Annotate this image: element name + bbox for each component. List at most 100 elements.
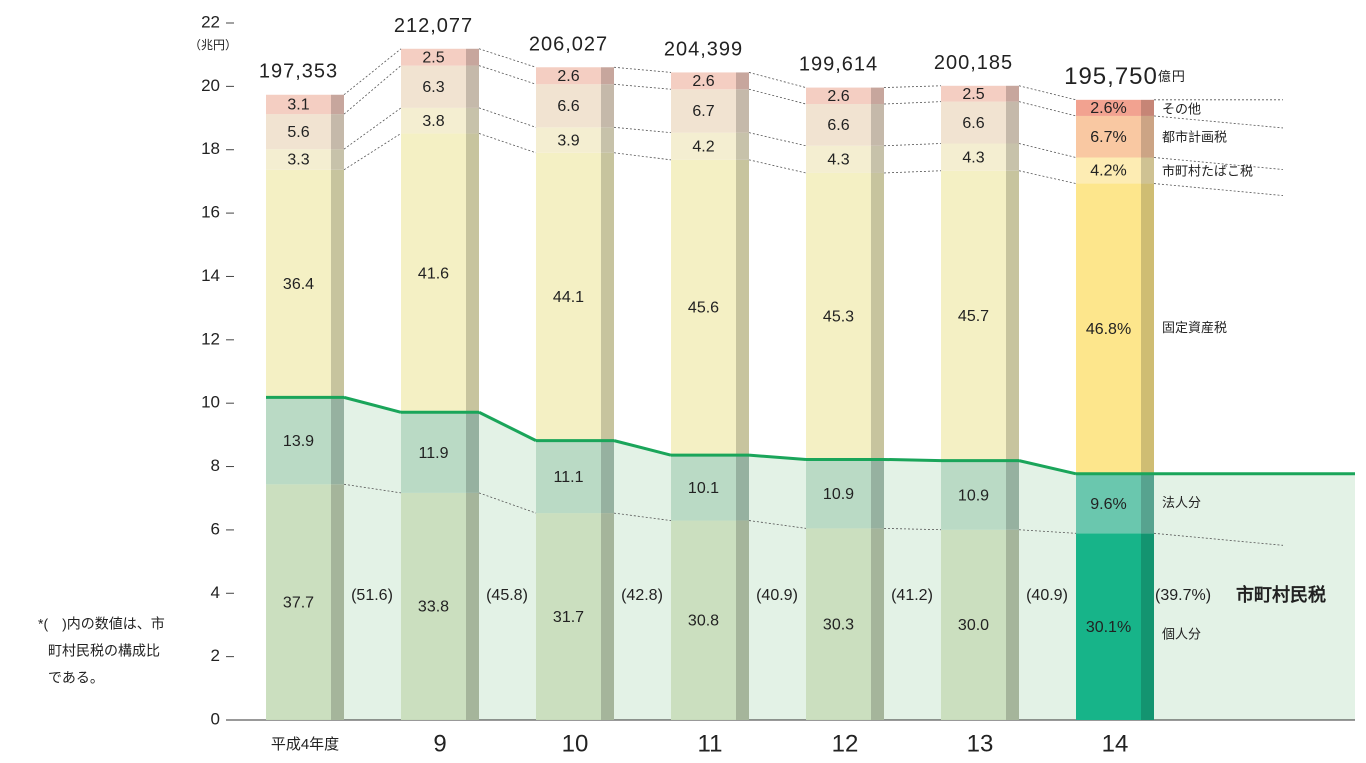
connector bbox=[1018, 85, 1077, 101]
connector bbox=[343, 48, 402, 96]
bar-segment-side bbox=[601, 84, 614, 128]
bar-segment-side bbox=[1141, 99, 1154, 116]
segment-label: 10.9 bbox=[958, 487, 989, 504]
segment-label: 6.7% bbox=[1090, 129, 1126, 146]
bar-segment-side bbox=[331, 169, 344, 398]
resident-tax-connector bbox=[883, 457, 942, 463]
y-tick-label: 16 bbox=[201, 203, 220, 222]
segment-label: 6.6 bbox=[557, 98, 579, 115]
bar-segment bbox=[1076, 533, 1141, 720]
connector bbox=[1018, 101, 1077, 117]
bar-segment bbox=[1076, 99, 1141, 116]
segment-label: 3.1 bbox=[287, 97, 309, 114]
segment-label: 44.1 bbox=[553, 289, 584, 306]
y-tick-label: 8 bbox=[211, 456, 220, 475]
bar-segment bbox=[401, 492, 466, 720]
connector bbox=[748, 88, 807, 105]
bar-segment-side bbox=[601, 440, 614, 514]
bar-segment bbox=[401, 48, 466, 66]
segment-label: 6.3 bbox=[422, 79, 444, 96]
bar-segment-side bbox=[1006, 85, 1019, 102]
series-name: 法人分 bbox=[1162, 495, 1201, 510]
segment-label: 6.6 bbox=[962, 115, 984, 132]
segment-label: 4.2 bbox=[692, 138, 714, 155]
connector bbox=[343, 483, 402, 494]
note: である。 bbox=[48, 670, 104, 686]
bar-segment bbox=[1076, 183, 1141, 474]
segment-label: 6.6 bbox=[827, 117, 849, 134]
bar-segment-side bbox=[736, 159, 749, 456]
bar-segment bbox=[941, 101, 1006, 144]
total-unit: 億円 bbox=[1158, 69, 1186, 84]
series-name: 都市計画税 bbox=[1162, 129, 1227, 144]
segment-label: 2.5 bbox=[962, 86, 984, 103]
bar-segment bbox=[401, 107, 466, 134]
bar-segment-side bbox=[331, 114, 344, 150]
y-tick-label: 10 bbox=[201, 393, 220, 412]
segment-label: 46.8% bbox=[1086, 321, 1131, 338]
bar-segment bbox=[266, 484, 331, 720]
y-tick-label: 2 bbox=[211, 646, 220, 665]
bar-segment-side bbox=[466, 48, 479, 66]
note: *( )内の数値は、市 bbox=[38, 616, 165, 632]
bar-segment bbox=[671, 132, 736, 160]
connector bbox=[478, 65, 537, 85]
bar-segment bbox=[536, 67, 601, 85]
connector bbox=[613, 152, 672, 161]
segment-label: 3.9 bbox=[557, 132, 579, 149]
total-label: 206,027 bbox=[529, 34, 608, 56]
x-tick-label: 9 bbox=[433, 730, 446, 757]
share-label: (40.9) bbox=[756, 587, 798, 604]
bar-segment-side bbox=[736, 455, 749, 521]
bar-segment bbox=[266, 114, 331, 150]
bar-segment-side bbox=[331, 94, 344, 115]
segment-label: 10.9 bbox=[823, 486, 854, 503]
x-tick-label: 13 bbox=[967, 730, 994, 757]
connector bbox=[1153, 115, 1284, 129]
bar-segment bbox=[401, 133, 466, 413]
bar-segment-side bbox=[1141, 183, 1154, 474]
resident-tax-connector bbox=[748, 453, 807, 461]
bar-segment-side bbox=[871, 104, 884, 146]
connector bbox=[613, 66, 672, 73]
bar-segment bbox=[401, 412, 466, 493]
connector bbox=[478, 48, 537, 68]
series-name: 市町村たばこ税 bbox=[1162, 163, 1253, 178]
resident-tax-connector bbox=[343, 395, 402, 414]
bar-segment-side bbox=[466, 133, 479, 413]
x-tick-label: 10 bbox=[562, 730, 589, 757]
bar-segment bbox=[671, 520, 736, 720]
share-label: (51.6) bbox=[351, 587, 393, 604]
segment-label: 31.7 bbox=[553, 609, 584, 626]
connector bbox=[748, 159, 807, 174]
connector bbox=[883, 170, 942, 174]
bar-segment-side bbox=[601, 152, 614, 441]
segment-label: 45.3 bbox=[823, 308, 854, 325]
connector bbox=[1153, 157, 1284, 170]
y-tick-label: 14 bbox=[201, 266, 220, 285]
bar-segment-side bbox=[1006, 170, 1019, 461]
segment-label: 3.3 bbox=[287, 152, 309, 169]
segment-label: 37.7 bbox=[283, 594, 314, 611]
series-name: その他 bbox=[1162, 101, 1201, 116]
segment-label: 4.3 bbox=[962, 149, 984, 166]
note: 町村民税の構成比 bbox=[48, 643, 160, 659]
segment-label: 4.3 bbox=[827, 152, 849, 169]
connector bbox=[613, 83, 672, 90]
bar-segment-side bbox=[1141, 473, 1154, 534]
bar-segment bbox=[536, 152, 601, 441]
connector bbox=[478, 133, 537, 154]
bar-segment bbox=[806, 104, 871, 146]
bar-segment bbox=[806, 172, 871, 460]
bar-segment bbox=[401, 65, 466, 108]
total-value: 204,399 bbox=[664, 39, 743, 61]
bar-segment bbox=[1076, 473, 1141, 534]
bar-segment bbox=[671, 159, 736, 456]
bar-segment-side bbox=[1141, 157, 1154, 184]
y-tick-label: 4 bbox=[211, 583, 220, 602]
bar-segment-side bbox=[601, 127, 614, 153]
total-value: 206,027 bbox=[529, 34, 608, 56]
segment-label: 33.8 bbox=[418, 599, 449, 616]
bar-segment-side bbox=[601, 67, 614, 85]
